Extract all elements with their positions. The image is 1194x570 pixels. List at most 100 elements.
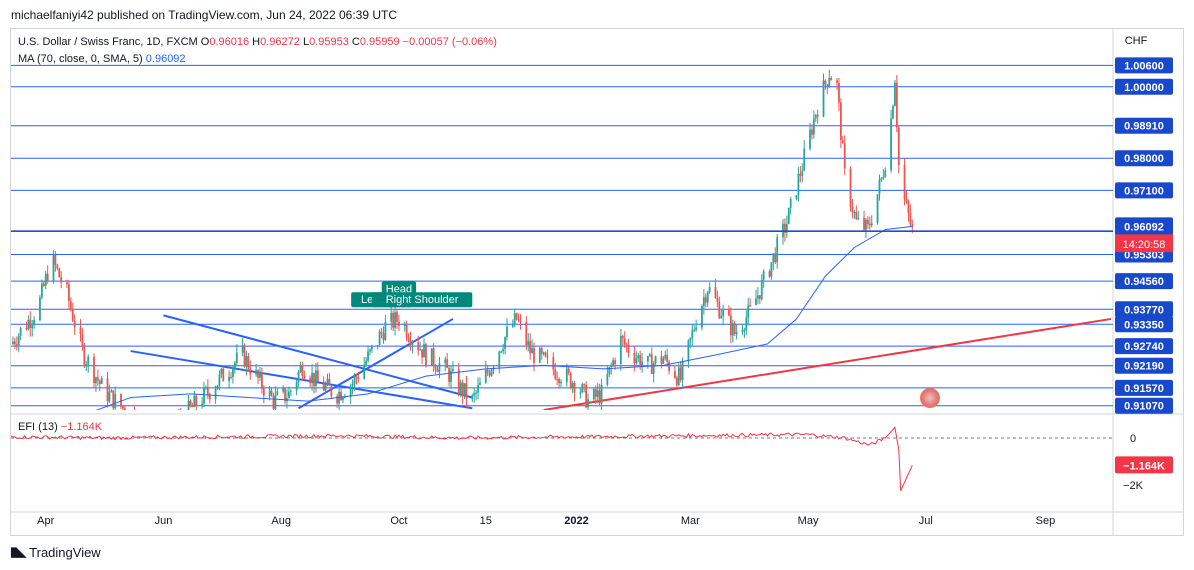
candle-body[interactable] bbox=[216, 385, 219, 390]
candle-body[interactable] bbox=[284, 388, 286, 402]
candle-body[interactable] bbox=[276, 391, 279, 395]
candle-body[interactable] bbox=[608, 367, 611, 375]
candle-body[interactable] bbox=[890, 118, 892, 171]
candle-body[interactable] bbox=[182, 420, 184, 427]
candle-body[interactable] bbox=[635, 358, 638, 364]
candle-body[interactable] bbox=[122, 406, 124, 409]
candle-body[interactable] bbox=[596, 390, 599, 397]
candle-body[interactable] bbox=[772, 253, 775, 263]
candle-body[interactable] bbox=[592, 388, 595, 400]
candle-body[interactable] bbox=[527, 341, 530, 346]
candle-body[interactable] bbox=[106, 378, 109, 402]
candle-body[interactable] bbox=[637, 355, 640, 359]
candle-body[interactable] bbox=[98, 380, 101, 384]
candle-body[interactable] bbox=[687, 340, 690, 362]
candle-body[interactable] bbox=[384, 321, 387, 340]
candle-body[interactable] bbox=[479, 382, 481, 385]
candle-body[interactable] bbox=[747, 305, 750, 318]
candle-body[interactable] bbox=[195, 395, 198, 407]
candle-body[interactable] bbox=[205, 387, 207, 389]
candle-body[interactable] bbox=[693, 329, 696, 331]
candle-body[interactable] bbox=[434, 366, 437, 370]
candle-body[interactable] bbox=[770, 262, 773, 277]
candle-body[interactable] bbox=[824, 80, 827, 85]
candle-body[interactable] bbox=[459, 382, 462, 394]
candle-body[interactable] bbox=[787, 207, 790, 225]
candle-body[interactable] bbox=[176, 423, 178, 428]
candle-body[interactable] bbox=[776, 237, 779, 263]
candle-body[interactable] bbox=[19, 327, 22, 336]
candle-body[interactable] bbox=[203, 387, 205, 404]
candle-body[interactable] bbox=[500, 351, 503, 353]
candle-body[interactable] bbox=[421, 349, 423, 358]
candle-body[interactable] bbox=[797, 173, 800, 196]
candle-body[interactable] bbox=[741, 330, 744, 333]
candle-body[interactable] bbox=[220, 368, 223, 375]
candle-body[interactable] bbox=[621, 335, 624, 339]
candle-body[interactable] bbox=[760, 279, 763, 300]
candle-body[interactable] bbox=[903, 165, 906, 200]
candle-body[interactable] bbox=[243, 345, 246, 367]
candle-body[interactable] bbox=[706, 292, 709, 303]
candle-body[interactable] bbox=[600, 384, 603, 404]
candle-body[interactable] bbox=[851, 206, 854, 213]
candle-body[interactable] bbox=[554, 369, 557, 379]
candle-body[interactable] bbox=[841, 139, 844, 144]
candle-body[interactable] bbox=[326, 378, 329, 385]
candle-body[interactable] bbox=[87, 356, 90, 365]
candle-body[interactable] bbox=[12, 341, 14, 344]
candle-body[interactable] bbox=[728, 309, 730, 316]
candle-body[interactable] bbox=[147, 432, 149, 445]
candle-body[interactable] bbox=[56, 264, 59, 269]
candle-body[interactable] bbox=[112, 390, 115, 409]
candle-body[interactable] bbox=[857, 217, 860, 220]
candle-body[interactable] bbox=[836, 80, 838, 83]
candle-body[interactable] bbox=[322, 381, 325, 391]
candle-body[interactable] bbox=[33, 319, 36, 324]
candle-body[interactable] bbox=[268, 390, 271, 396]
candle-body[interactable] bbox=[598, 390, 601, 404]
candle-body[interactable] bbox=[558, 379, 561, 384]
candle-body[interactable] bbox=[272, 396, 275, 409]
candle-body[interactable] bbox=[54, 254, 57, 265]
candle-body[interactable] bbox=[214, 389, 217, 400]
candle-body[interactable] bbox=[863, 217, 865, 230]
candle-body[interactable] bbox=[745, 317, 748, 331]
candle-body[interactable] bbox=[868, 224, 871, 226]
annotation-tag[interactable] bbox=[371, 292, 473, 308]
candle-body[interactable] bbox=[639, 355, 642, 367]
candle-body[interactable] bbox=[448, 367, 450, 382]
candle-body[interactable] bbox=[222, 368, 225, 382]
candle-body[interactable] bbox=[233, 362, 236, 369]
candle-body[interactable] bbox=[137, 419, 139, 432]
candle-body[interactable] bbox=[15, 344, 18, 346]
candle-body[interactable] bbox=[811, 129, 813, 135]
candle-body[interactable] bbox=[436, 369, 439, 372]
candle-body[interactable] bbox=[789, 198, 792, 208]
candle-body[interactable] bbox=[581, 384, 584, 393]
candle-body[interactable] bbox=[814, 114, 817, 119]
candle-body[interactable] bbox=[735, 332, 738, 335]
candle-body[interactable] bbox=[311, 372, 313, 384]
candle-body[interactable] bbox=[208, 394, 211, 400]
candle-body[interactable] bbox=[552, 357, 555, 370]
candle-body[interactable] bbox=[627, 345, 630, 353]
candle-body[interactable] bbox=[880, 177, 883, 180]
candle-body[interactable] bbox=[407, 337, 410, 341]
candle-body[interactable] bbox=[909, 212, 912, 225]
candle-body[interactable] bbox=[716, 297, 719, 302]
candle-body[interactable] bbox=[235, 352, 238, 363]
candle-body[interactable] bbox=[486, 369, 489, 373]
candle-body[interactable] bbox=[394, 312, 396, 328]
candle-body[interactable] bbox=[853, 211, 856, 213]
candle-body[interactable] bbox=[120, 393, 122, 407]
candle-body[interactable] bbox=[340, 391, 342, 401]
candle-body[interactable] bbox=[164, 440, 166, 441]
candle-body[interactable] bbox=[336, 396, 339, 404]
candle-body[interactable] bbox=[560, 381, 562, 384]
candle-body[interactable] bbox=[884, 170, 887, 177]
candle-body[interactable] bbox=[392, 313, 395, 328]
candle-body[interactable] bbox=[905, 199, 908, 202]
candle-body[interactable] bbox=[519, 320, 522, 322]
candle-body[interactable] bbox=[689, 337, 692, 341]
